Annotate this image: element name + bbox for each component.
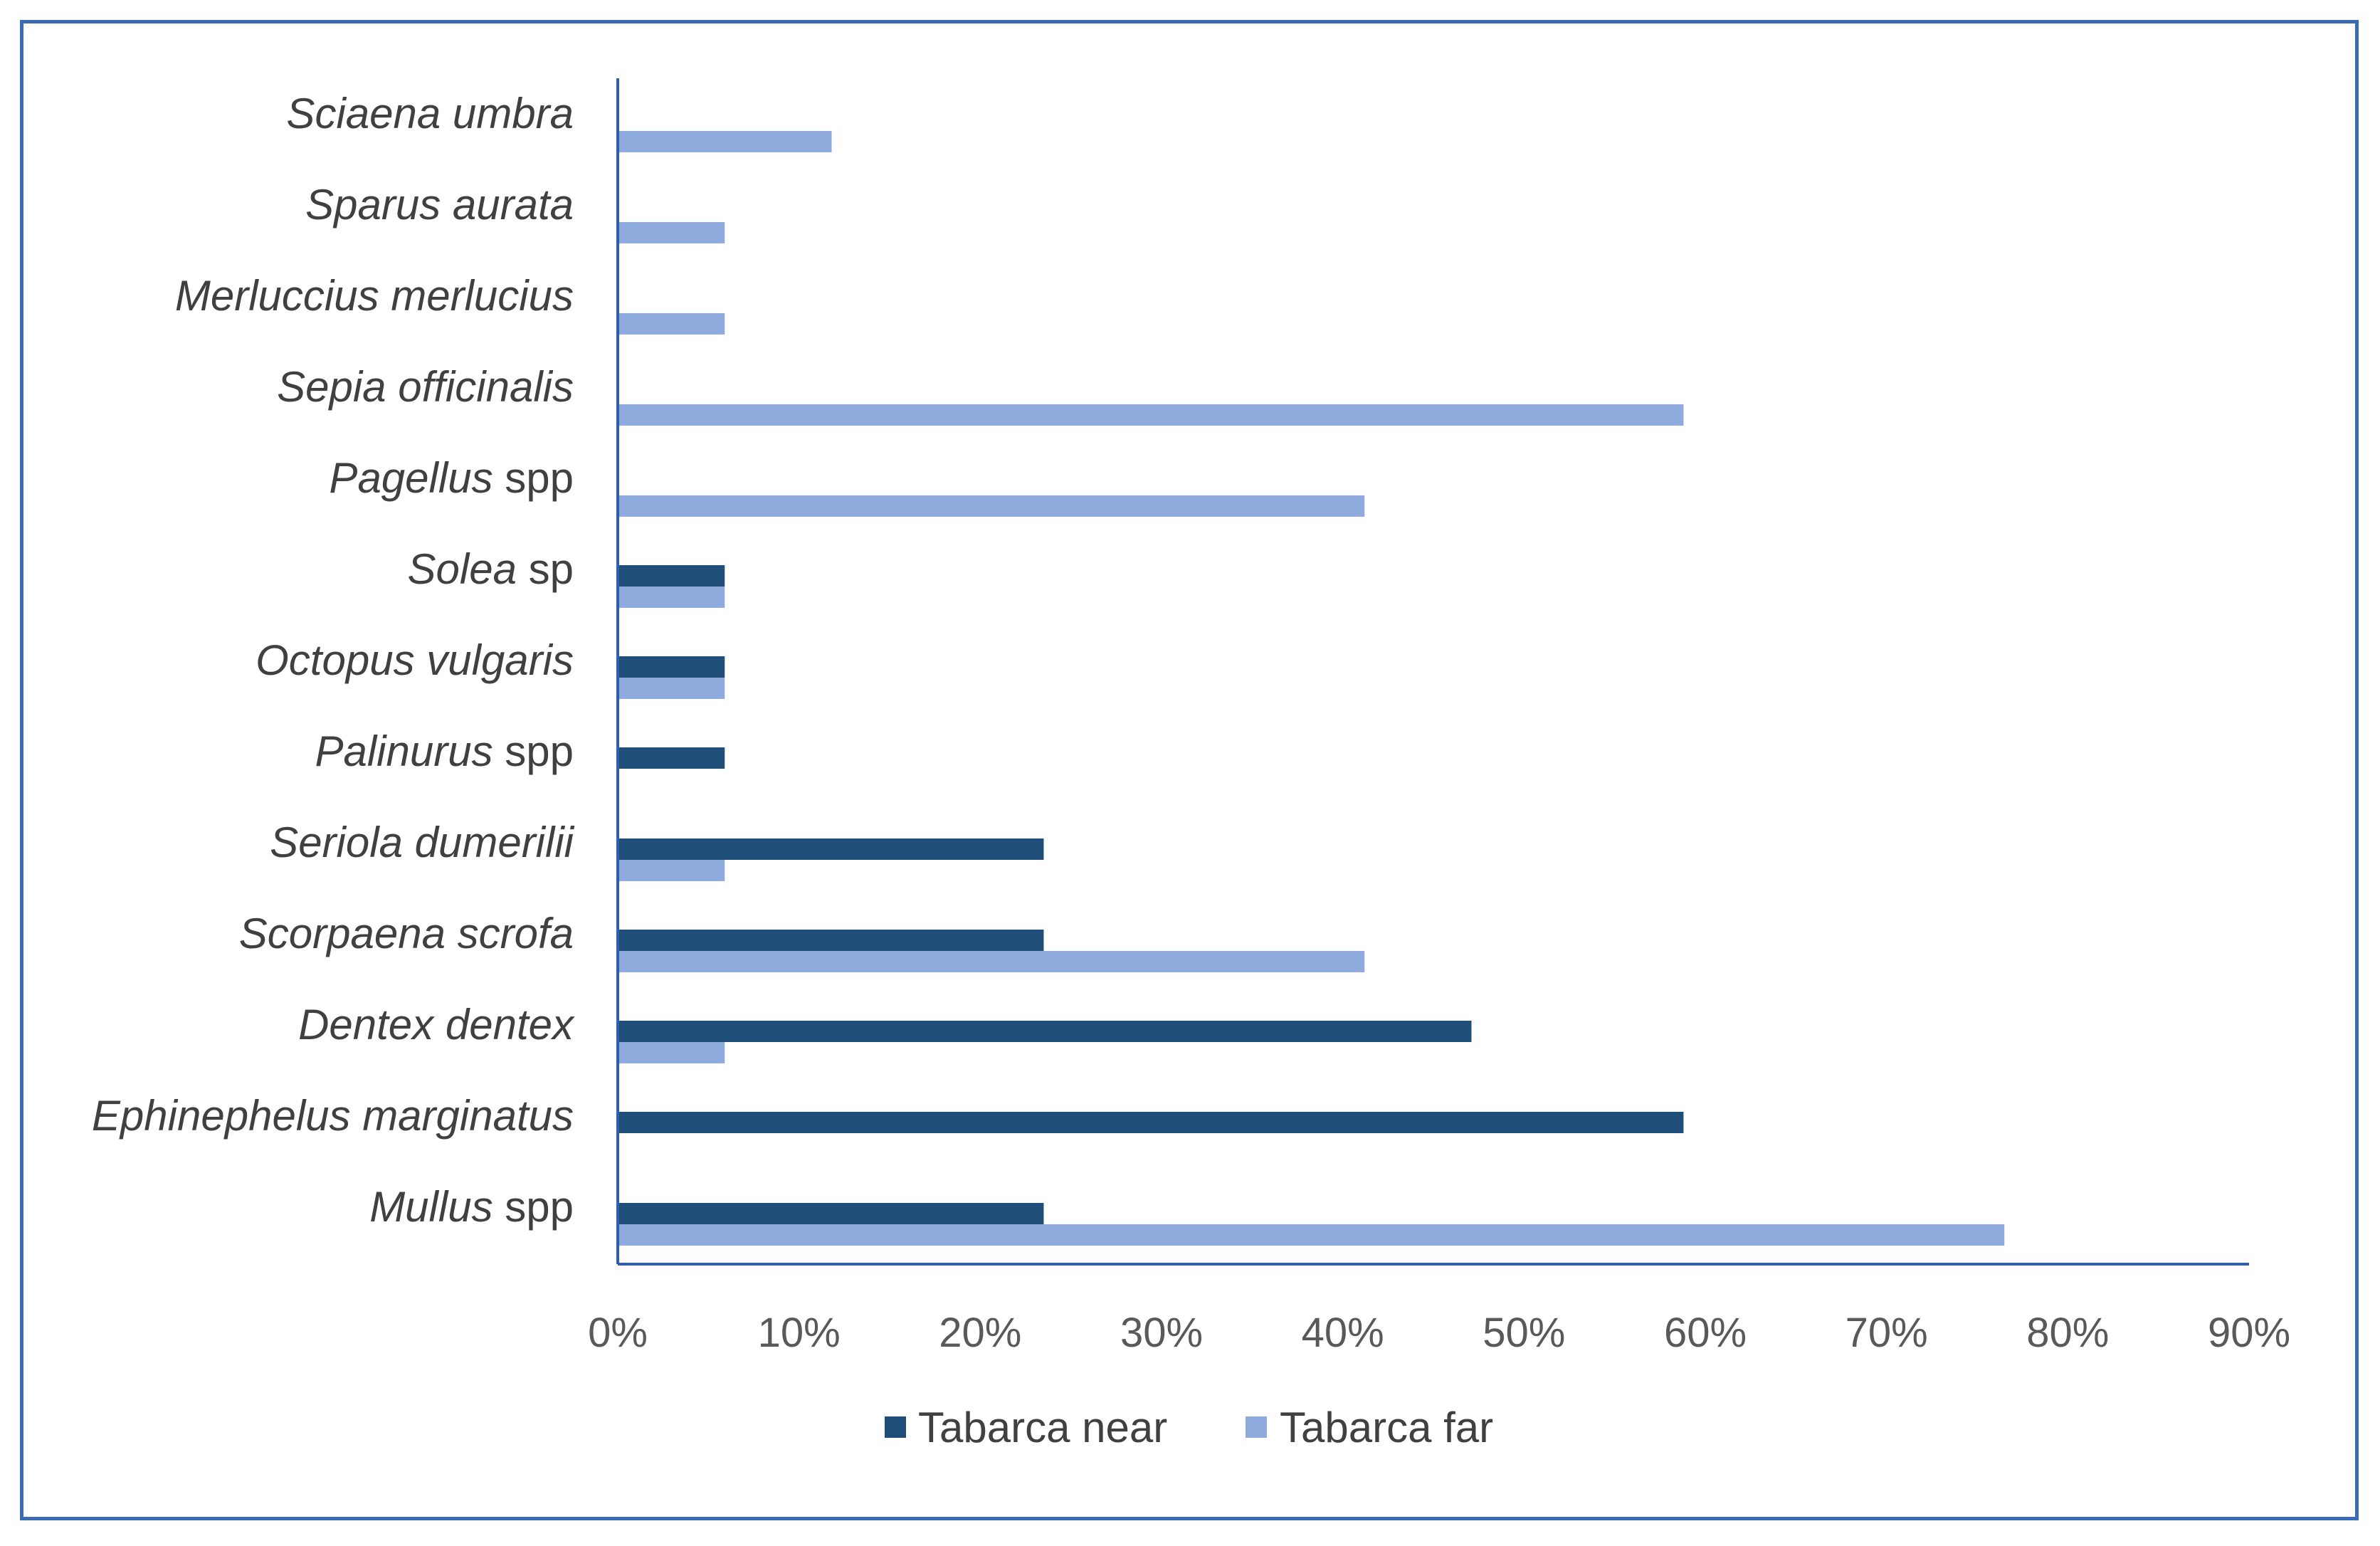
bar-far-6: [618, 678, 725, 699]
bar-near-5: [618, 565, 725, 587]
category-label-suffix: spp: [493, 1183, 574, 1231]
bar-far-1: [618, 222, 725, 243]
category-label: Mullus spp: [369, 1183, 574, 1231]
bar-far-10: [618, 1042, 725, 1063]
legend: Tabarca near Tabarca far: [885, 1404, 1493, 1451]
category-label-italic: Palinurus: [315, 727, 493, 775]
bar-near-6: [618, 656, 725, 678]
bar-far-8: [618, 860, 725, 881]
category-label: Pagellus spp: [329, 454, 574, 502]
category-label-italic: Sepia officinalis: [277, 363, 574, 411]
x-tick-label: 40%: [1302, 1310, 1384, 1356]
category-label: Sciaena umbra: [286, 90, 574, 137]
bar-far-5: [618, 587, 725, 608]
legend-swatch-far: [1246, 1416, 1267, 1438]
legend-label-near: Tabarca near: [918, 1404, 1167, 1451]
category-label: Ephinephelus marginatus: [92, 1092, 574, 1140]
x-tick-label: 80%: [2026, 1310, 2109, 1356]
category-label-italic: Seriola dumerilii: [270, 819, 574, 866]
category-label: Sparus aurata: [305, 181, 574, 228]
category-label: Sepia officinalis: [277, 363, 574, 411]
axes-layer: [616, 78, 2249, 1266]
bar-near-10: [618, 1021, 1472, 1042]
bar-near-8: [618, 838, 1044, 860]
category-label-italic: Merluccius merlucius: [175, 272, 574, 320]
category-label-italic: Solea: [407, 545, 516, 593]
bar-far-3: [618, 404, 1684, 426]
x-tick-label: 70%: [1845, 1310, 1928, 1356]
category-label-italic: Pagellus: [329, 454, 493, 502]
category-label-suffix: sp: [517, 545, 574, 593]
category-label-italic: Sparus aurata: [305, 181, 574, 228]
category-label-italic: Scorpaena scrofa: [239, 910, 574, 957]
category-label-italic: Sciaena umbra: [286, 90, 574, 137]
category-label: Octopus vulgaris: [256, 636, 574, 684]
x-tick-label: 30%: [1120, 1310, 1203, 1356]
bars-layer: [618, 131, 2005, 1246]
bar-far-0: [618, 131, 832, 152]
x-tick-label: 10%: [758, 1310, 841, 1356]
category-label: Dentex dentex: [298, 1001, 575, 1048]
category-label-italic: Ephinephelus marginatus: [92, 1092, 574, 1140]
chart-frame: [20, 20, 2359, 1520]
labels-layer: Sciaena umbra Sparus aurata Merluccius mer…: [92, 90, 2290, 1356]
category-label-suffix: spp: [493, 454, 574, 502]
bar-near-12: [618, 1203, 1044, 1224]
category-label-italic: Mullus: [369, 1183, 493, 1231]
category-label-italic: Octopus vulgaris: [256, 636, 574, 684]
category-label-suffix: spp: [493, 727, 574, 775]
legend-label-far: Tabarca far: [1280, 1404, 1493, 1451]
category-label-italic: Dentex dentex: [298, 1001, 575, 1048]
category-label: Merluccius merlucius: [175, 272, 574, 320]
legend-swatch-near: [885, 1416, 906, 1438]
category-label: Scorpaena scrofa: [239, 910, 574, 957]
category-label: Palinurus spp: [315, 727, 574, 775]
bar-far-4: [618, 495, 1365, 517]
bar-far-2: [618, 313, 725, 335]
bar-near-11: [618, 1112, 1684, 1133]
bar-far-12: [618, 1224, 2005, 1246]
x-tick-label: 50%: [1483, 1310, 1565, 1356]
x-tick-label: 0%: [588, 1310, 648, 1356]
x-tick-label: 20%: [939, 1310, 1021, 1356]
bar-far-9: [618, 951, 1365, 972]
x-tick-label: 60%: [1664, 1310, 1747, 1356]
bar-near-9: [618, 930, 1044, 951]
x-tick-label: 90%: [2208, 1310, 2290, 1356]
bar-near-7: [618, 747, 725, 769]
category-label: Solea sp: [407, 545, 574, 593]
category-label: Seriola dumerilii: [270, 819, 574, 866]
